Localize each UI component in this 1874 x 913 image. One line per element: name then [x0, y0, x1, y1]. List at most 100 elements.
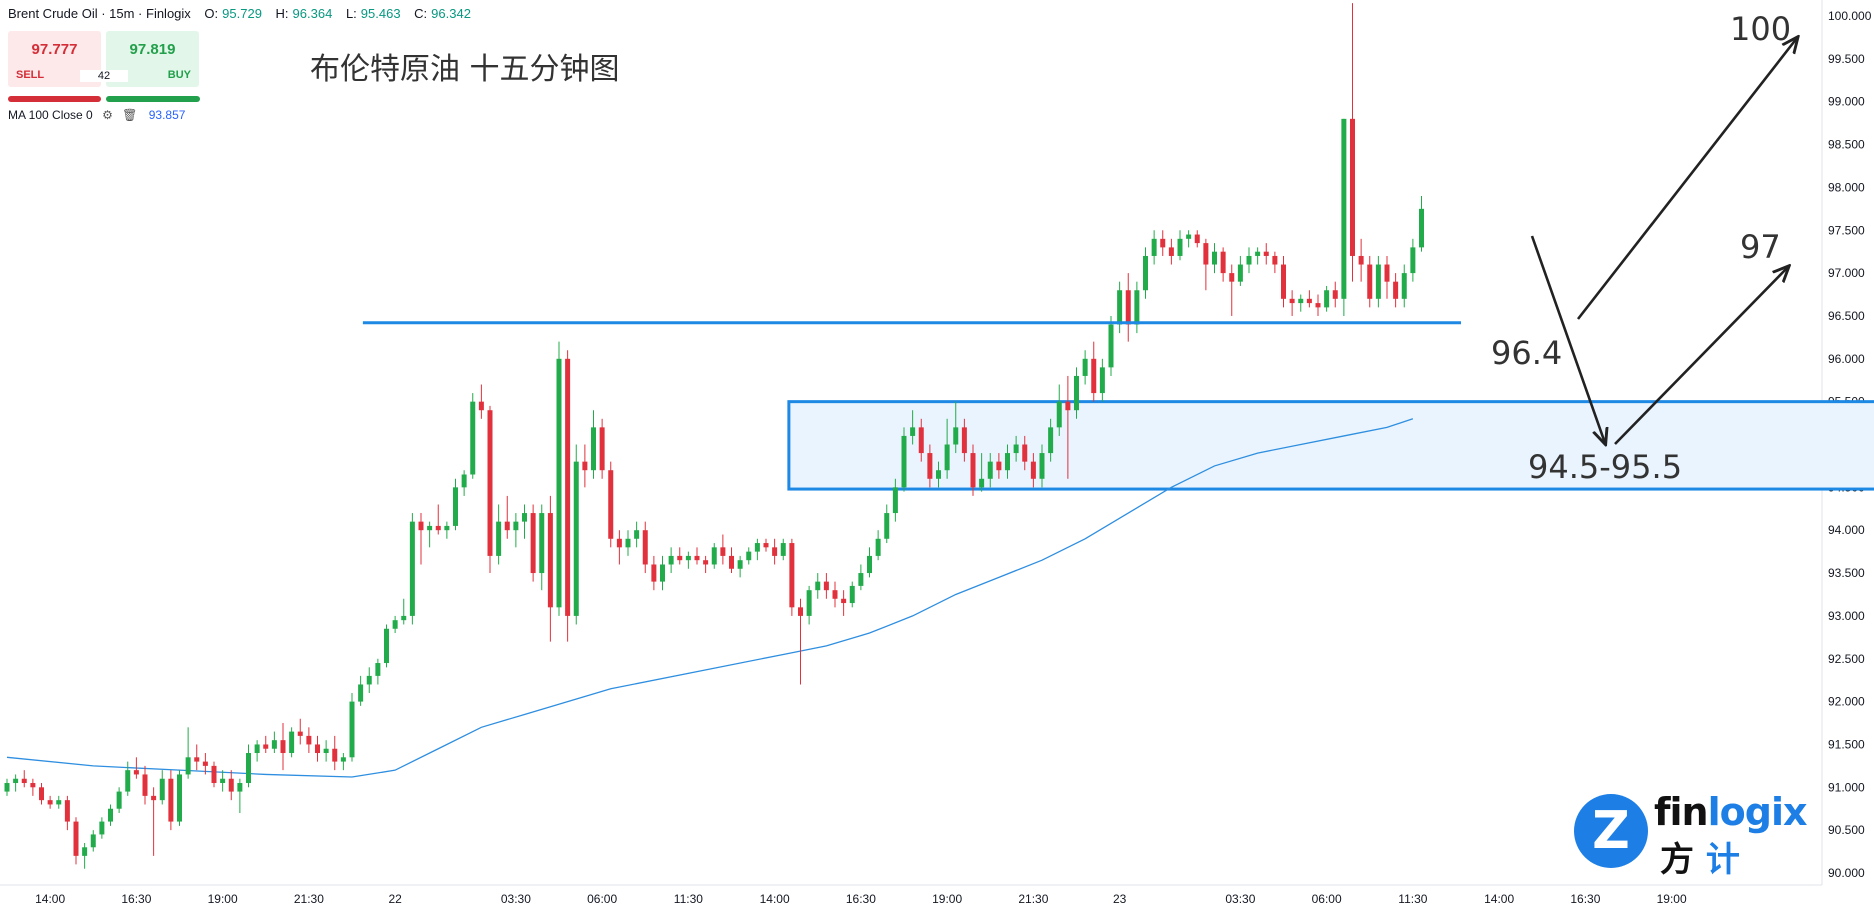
candle-up: [1108, 324, 1114, 368]
candle-up: [737, 560, 743, 569]
candle-down: [30, 783, 36, 788]
x-tick-label: 21:30: [1018, 892, 1048, 906]
candle-down: [504, 521, 510, 531]
candle-up: [780, 543, 786, 556]
ma-line: [6, 418, 1414, 778]
candle-up: [1410, 247, 1416, 274]
candle-up: [1419, 208, 1424, 248]
candle-down: [1350, 118, 1355, 256]
candle-down: [280, 740, 286, 754]
candle-up: [573, 461, 579, 616]
y-tick-label: 91.500: [1828, 737, 1865, 751]
candle-down: [642, 530, 648, 565]
candle-up: [849, 585, 855, 604]
symbol-name[interactable]: Brent Crude Oil: [8, 6, 98, 21]
candle-down: [1229, 273, 1235, 282]
candle-down: [1168, 247, 1174, 256]
low-label: L:: [345, 6, 357, 21]
y-tick-label: 96.000: [1828, 352, 1865, 366]
candle-up: [746, 551, 752, 561]
candle-down: [772, 547, 778, 556]
candle-down: [39, 787, 44, 801]
logo-word-a: fin: [1654, 790, 1709, 834]
sell-strength-bar: [8, 96, 101, 102]
symbol-interval: · 15m · Finlogix: [101, 6, 191, 21]
candle-up: [867, 555, 872, 574]
x-tick-label: 03:30: [1225, 892, 1255, 906]
candle-down: [1358, 255, 1364, 265]
candle-up: [979, 478, 985, 488]
candle-up: [56, 800, 62, 805]
trash-icon[interactable]: 🗑: [122, 108, 138, 122]
candle-down: [1384, 264, 1390, 282]
candle-down: [211, 765, 217, 784]
sell-price: 97.777: [31, 41, 78, 58]
candle-up: [660, 564, 665, 582]
candle-down: [651, 564, 657, 582]
candle-up: [1341, 118, 1347, 299]
candle-down: [478, 401, 484, 411]
high-value: 96.364: [292, 6, 333, 21]
candle-down: [582, 461, 588, 471]
x-tick-label: 21:30: [294, 892, 324, 906]
candle-up: [401, 615, 407, 621]
candle-down: [142, 774, 148, 796]
buy-price: 97.819: [129, 41, 176, 58]
candle-down: [1306, 298, 1312, 304]
candle-up: [125, 770, 131, 792]
candle-down: [1289, 298, 1295, 304]
candle-up: [1255, 251, 1261, 256]
x-tick-label: 14:00: [1484, 892, 1514, 906]
candle-up: [108, 808, 113, 822]
candle-up: [539, 513, 545, 574]
candle-up: [1013, 444, 1019, 454]
candle-up: [1099, 367, 1105, 394]
y-tick-label: 96.500: [1828, 309, 1865, 323]
candle-up: [1082, 358, 1088, 376]
candle-down: [297, 731, 303, 736]
x-tick-label: 16:30: [121, 892, 151, 906]
candle-down: [547, 513, 553, 608]
candle-down: [21, 778, 27, 784]
candle-down: [970, 453, 976, 488]
candle-down: [47, 800, 53, 805]
candle-down: [202, 761, 208, 766]
candle-down: [194, 757, 200, 762]
x-tick-label: 06:00: [1312, 892, 1342, 906]
candle-down: [168, 778, 174, 822]
buy-strength-bar: [106, 96, 200, 102]
logo-mark: [1574, 794, 1648, 868]
candle-down: [1393, 281, 1399, 299]
x-tick-label: 03:30: [501, 892, 531, 906]
candle-down: [677, 555, 683, 561]
candle-down: [1160, 238, 1166, 248]
candle-up: [392, 620, 398, 629]
x-tick-label: 22: [388, 892, 402, 906]
gear-icon[interactable]: ⚙: [102, 108, 113, 122]
target-label-100: 100: [1730, 10, 1791, 48]
candle-down: [1030, 461, 1036, 479]
indicator-label[interactable]: MA 100 Close 0: [8, 108, 93, 122]
y-tick-label: 93.500: [1828, 566, 1865, 580]
candle-up: [246, 753, 251, 784]
candle-up: [944, 444, 950, 471]
candle-down: [1125, 290, 1131, 325]
candle-down: [841, 598, 847, 604]
chart-title: 布伦特原油 十五分钟图: [310, 52, 620, 87]
candle-down: [530, 513, 536, 574]
candle-down: [927, 453, 933, 479]
y-tick-label: 90.500: [1828, 823, 1865, 837]
candle-up: [1177, 238, 1183, 256]
y-tick-label: 90.000: [1828, 866, 1865, 880]
buy-label: BUY: [167, 69, 191, 81]
resistance-label: 96.4: [1491, 334, 1562, 372]
open-label: O:: [204, 6, 219, 21]
sell-label: SELL: [16, 69, 45, 81]
candle-down: [832, 590, 838, 599]
candle-up: [754, 543, 760, 552]
logo-word-b: logix: [1707, 790, 1808, 834]
candle-down: [1022, 444, 1028, 462]
logo-wordmark: finlogix: [1654, 790, 1807, 834]
candle-up: [323, 748, 329, 754]
